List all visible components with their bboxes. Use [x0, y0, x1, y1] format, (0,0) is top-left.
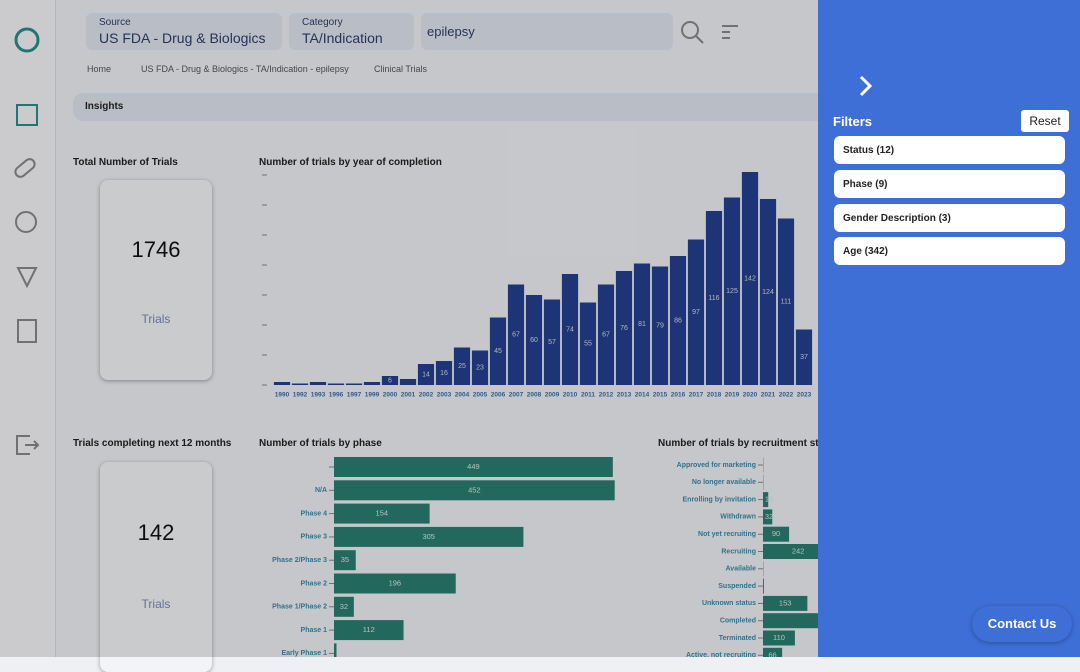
overlay[interactable] [0, 0, 818, 657]
filter-panel: Filters Reset Status (12) Phase (9) Gend… [818, 0, 1080, 657]
contact-button[interactable]: Contact Us [972, 606, 1072, 642]
filter-item[interactable]: Gender Description (3) [834, 204, 1065, 232]
filters-title: Filters [833, 114, 872, 129]
reset-button[interactable]: Reset [1021, 110, 1069, 132]
collapse-icon[interactable] [856, 74, 876, 98]
filter-item[interactable]: Status (12) [834, 136, 1065, 164]
filter-item[interactable]: Age (342) [834, 237, 1065, 265]
filter-item[interactable]: Phase (9) [834, 170, 1065, 198]
